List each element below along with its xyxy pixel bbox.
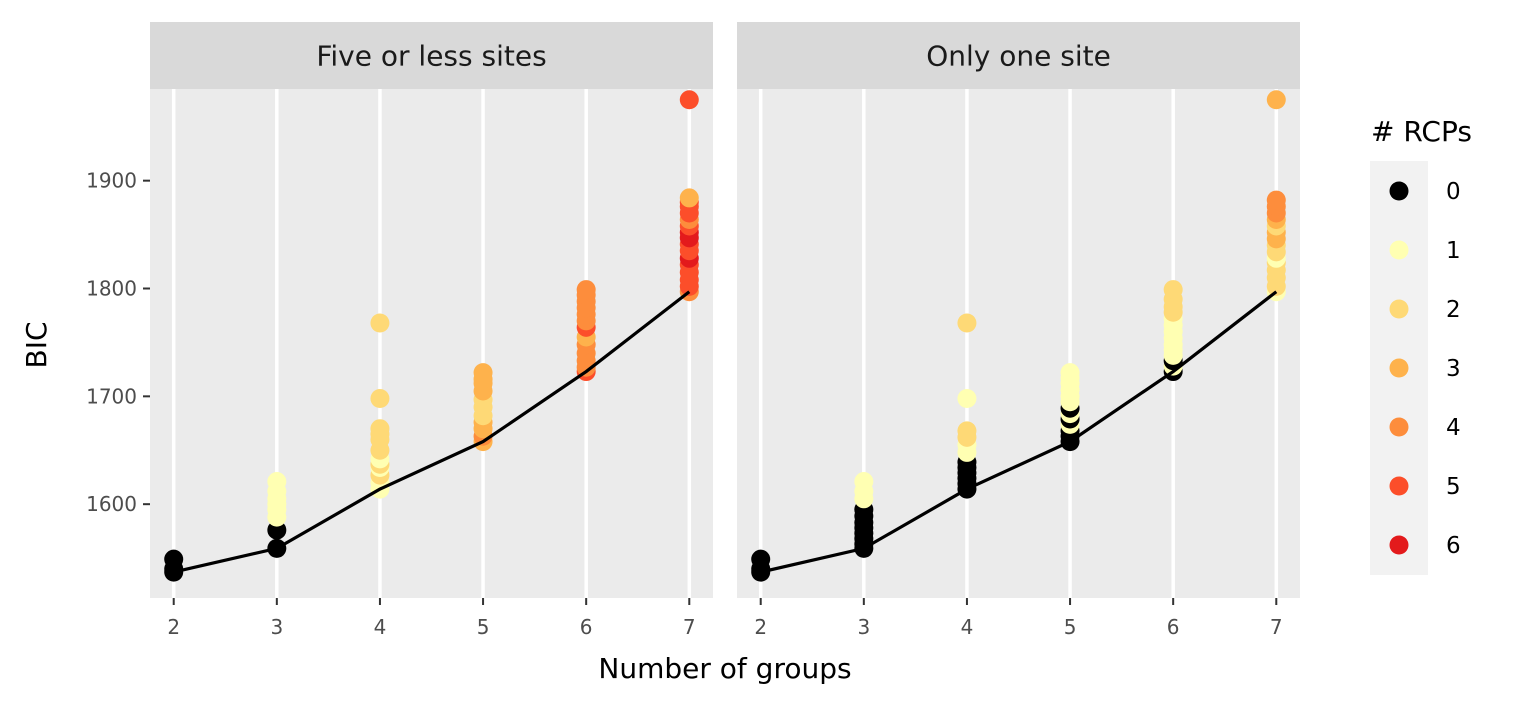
data-point: [854, 472, 874, 492]
panel-background: [737, 89, 1300, 598]
legend-key-1: [1389, 240, 1409, 260]
panels-layer: Five or less sites Only one site: [150, 22, 1300, 598]
data-point: [473, 363, 493, 383]
x-tick-label: 7: [683, 615, 696, 639]
data-point: [267, 472, 287, 492]
x-tick-label: 5: [1064, 615, 1077, 639]
data-point: [957, 388, 977, 408]
legend-key-0: [1389, 181, 1409, 201]
data-point: [164, 549, 184, 569]
x-tick-label: 6: [580, 615, 593, 639]
legend-key-4: [1389, 417, 1409, 437]
legend-key-5: [1389, 476, 1409, 496]
x-tick-label: 3: [857, 615, 870, 639]
minimum-bic-line: [173, 290, 691, 574]
y-tick-label: 1900: [86, 169, 137, 193]
x-tick-label: 6: [1167, 615, 1180, 639]
x-axis-ticks: 2 3 4 5 6 7 2 3 4 5 6 7: [167, 598, 1283, 639]
legend-label-2: 2: [1446, 297, 1461, 323]
panel-strip-title: Only one site: [926, 40, 1111, 73]
panel-2: Only one site: [737, 22, 1300, 598]
legend-label-3: 3: [1446, 356, 1461, 382]
data-points: [751, 90, 1286, 582]
data-point: [370, 313, 390, 333]
legend: # RCPs 0 1 2 3 4 5 6: [1370, 115, 1472, 575]
y-axis-ticks: 1600 1700 1800 1900: [86, 169, 150, 516]
minimum-bic-line: [760, 290, 1278, 574]
panel-strip: [737, 22, 1300, 89]
legend-entries: 0 1 2 3 4 5 6: [1389, 179, 1461, 559]
y-axis-title: BIC: [20, 321, 53, 368]
data-point: [957, 313, 977, 333]
x-tick-label: 2: [754, 615, 767, 639]
legend-label-1: 1: [1446, 238, 1461, 264]
panel-background: [150, 89, 713, 598]
panel-1: Five or less sites: [150, 22, 713, 598]
x-tick-label: 4: [374, 615, 387, 639]
x-tick-label: 7: [1270, 615, 1283, 639]
data-point: [576, 280, 596, 300]
legend-label-0: 0: [1446, 179, 1461, 205]
data-points: [164, 90, 699, 582]
y-tick-label: 1700: [86, 384, 137, 408]
data-point: [370, 419, 390, 439]
legend-title: # RCPs: [1371, 115, 1472, 148]
legend-key-3: [1389, 358, 1409, 378]
x-axis-title: Number of groups: [598, 652, 851, 685]
legend-label-5: 5: [1446, 474, 1461, 500]
x-tick-label: 2: [167, 615, 180, 639]
y-tick-label: 1800: [86, 277, 137, 301]
legend-key-6: [1389, 535, 1409, 555]
panel-strip: [150, 22, 713, 89]
panel-strip-title: Five or less sites: [316, 40, 546, 73]
legend-key-2: [1389, 299, 1409, 319]
data-point: [1060, 363, 1080, 383]
data-point: [1266, 90, 1286, 110]
legend-label-6: 6: [1446, 533, 1461, 559]
data-point: [1266, 190, 1286, 210]
data-point: [370, 388, 390, 408]
y-tick-label: 1600: [86, 492, 137, 516]
data-point: [957, 421, 977, 441]
data-point: [679, 188, 699, 208]
legend-label-4: 4: [1446, 415, 1461, 441]
data-point: [1163, 280, 1183, 300]
x-tick-label: 5: [477, 615, 490, 639]
x-tick-label: 4: [961, 615, 974, 639]
x-tick-label: 3: [270, 615, 283, 639]
data-point: [751, 549, 771, 569]
data-point: [679, 90, 699, 110]
